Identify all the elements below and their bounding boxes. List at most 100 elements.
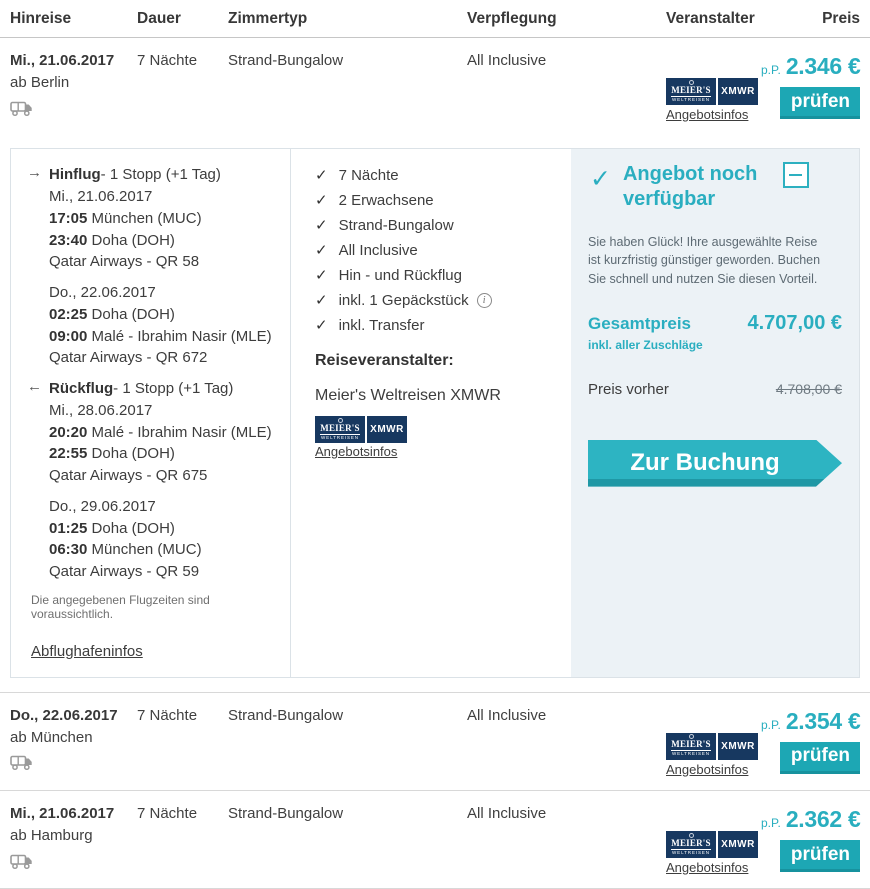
offer-row-berlin[interactable]: Mi., 21.06.2017 ab Berlin 7 Nächte Stran… <box>0 38 870 135</box>
include-item: ✓ Strand-Bungalow <box>315 216 555 235</box>
logo-line2: WELTREISEN <box>672 849 710 855</box>
column-header-zimmertyp: Zimmertyp <box>228 10 308 27</box>
left-arrow-icon: ← <box>27 378 42 395</box>
check-icon: ✓ <box>315 242 328 260</box>
zur-buchung-button[interactable]: Zur Buchung <box>588 440 842 487</box>
offer-price: 2.346 € <box>785 53 861 79</box>
departure-place: Doha (DOH) <box>91 519 175 537</box>
check-icon: ✓ <box>315 317 328 335</box>
pruefen-button[interactable]: prüfen <box>780 741 861 774</box>
logo-code: XMWR <box>718 732 758 760</box>
offer-origin: ab München <box>10 729 93 746</box>
include-label: Hin - und Rückflug <box>338 266 462 284</box>
departure-place: Doha (DOH) <box>91 305 175 323</box>
arrival-place: Doha (DOH) <box>91 231 175 249</box>
logo-line2: WELTREISEN <box>672 751 710 757</box>
include-label: All Inclusive <box>338 241 418 259</box>
offer-info-link[interactable]: Angebotsinfos <box>666 860 749 875</box>
segment-date: Do., 29.06.2017 <box>49 497 156 515</box>
offer-origin: ab Hamburg <box>10 827 93 845</box>
segment-flight-number: Qatar Airways - QR 675 <box>49 467 208 484</box>
trip-includes-column: ✓ 7 Nächte ✓ 2 Erwachsene ✓ Strand-Bungalow… <box>291 149 571 677</box>
include-item: ✓ inkl. Transfer <box>315 316 555 335</box>
meiers-weltreisen-logo: MEIER'S WELTREISEN <box>666 732 716 760</box>
include-item: ✓ 7 Nächte <box>315 166 555 185</box>
offer-duration: 7 Nächte <box>137 805 198 822</box>
offer-date: Do., 22.06.2017 <box>10 706 118 724</box>
results-table-header: Hinreise Dauer Zimmertyp Verpflegung Ver… <box>0 0 870 38</box>
segment-departure: 01:25 Doha (DOH) <box>49 518 276 540</box>
offer-info-link[interactable]: Angebotsinfos <box>666 761 749 777</box>
logo-code: XMWR <box>718 831 758 858</box>
flight-times-note: Die angegebenen Flugzeiten sind voraussi… <box>31 592 210 621</box>
collapse-button[interactable] <box>782 162 809 189</box>
total-price-sublabel: inkl. aller Zuschläge <box>588 337 703 352</box>
detail-info-link[interactable]: Angebotsinfos <box>315 444 398 460</box>
departure-place: München (MUC) <box>91 209 202 227</box>
include-item: ✓ inkl. 1 Gepäckstück i <box>315 291 555 309</box>
availability-panel: ✓ Angebot noch verfügbar Sie haben Glück… <box>571 149 859 677</box>
offer-date: Mi., 21.06.2017 <box>10 805 115 822</box>
segment-date: Do., 22.06.2017 <box>49 284 156 301</box>
offer-row-hamburg[interactable]: Mi., 21.06.2017 ab Hamburg 7 Nächte Stra… <box>0 790 870 889</box>
check-icon: ✓ <box>315 217 328 235</box>
outbound-heading: Hinflug- 1 Stopp (+1 Tag) <box>49 164 276 186</box>
airport-info-link[interactable]: Abflughafeninfos <box>31 642 143 660</box>
offer-info-link[interactable]: Angebotsinfos <box>666 107 749 122</box>
operator-name: Meier's Weltreisen XMWR <box>315 387 501 405</box>
offer-board: All Inclusive <box>467 706 547 724</box>
logo-crest-icon <box>688 832 694 838</box>
include-label: 7 Nächte <box>338 166 399 184</box>
operator-logo: MEIER'S WELTREISEN XMWR <box>666 732 761 760</box>
departure-time: 01:25 <box>49 519 88 537</box>
right-arrow-icon: → <box>27 164 42 182</box>
panel-header: ✓ Angebot noch verfügbar <box>588 162 842 212</box>
include-item: ✓ All Inclusive <box>315 241 555 260</box>
offer-board: All Inclusive <box>467 52 547 69</box>
previous-price-value: 4.708,00 € <box>775 380 842 397</box>
offer-duration: 7 Nächte <box>137 706 198 724</box>
outbound-label: Hinflug <box>49 166 101 184</box>
bus-transfer-icon <box>10 101 33 123</box>
bus-transfer-icon <box>10 755 33 777</box>
info-icon[interactable]: i <box>476 292 492 308</box>
column-header-preis: Preis <box>822 10 860 27</box>
operator-logo: MEIER'S WELTREISEN XMWR <box>315 416 555 444</box>
include-label: Strand-Bungalow <box>338 216 454 234</box>
check-icon: ✓ <box>315 167 328 185</box>
logo-line1: MEIER'S <box>671 837 711 850</box>
include-label: 2 Erwachsene <box>338 191 434 209</box>
segment-flight-number: Qatar Airways - QR 58 <box>49 253 200 271</box>
offer-date: Mi., 21.06.2017 <box>10 52 115 69</box>
offer-row-muenchen[interactable]: Do., 22.06.2017 ab München 7 Nächte Stra… <box>0 691 870 790</box>
logo-code: XMWR <box>367 416 407 444</box>
arrival-place: Malé - Ibrahim Nasir (MLE) <box>91 327 272 345</box>
logo-crest-icon <box>337 417 343 423</box>
bus-transfer-icon <box>10 854 33 876</box>
column-header-verpflegung: Verpflegung <box>467 10 557 27</box>
offer-room: Strand-Bungalow <box>228 52 344 69</box>
meiers-weltreisen-logo: MEIER'S WELTREISEN <box>315 416 365 444</box>
panel-title: Angebot noch verfügbar <box>622 163 758 211</box>
segment-arrival: 22:55 Doha (DOH) <box>49 443 276 465</box>
flight-segment: Mi., 21.06.2017 17:05 München (MUC) 23:4… <box>49 186 276 273</box>
arrival-time: 09:00 <box>49 327 88 345</box>
logo-code: XMWR <box>718 78 758 105</box>
check-icon: ✓ <box>315 292 328 310</box>
departure-time: 20:20 <box>49 423 88 441</box>
logo-line2: WELTREISEN <box>672 96 710 102</box>
offer-room: Strand-Bungalow <box>228 805 344 822</box>
segment-date: Mi., 21.06.2017 <box>49 188 153 205</box>
logo-crest-icon <box>688 79 694 85</box>
offer-origin: ab Berlin <box>10 74 70 92</box>
panel-message: Sie haben Glück! Ihre ausgewählte Reise … <box>588 235 821 286</box>
column-header-hinreise: Hinreise <box>10 10 72 27</box>
flight-segment: Do., 22.06.2017 02:25 Doha (DOH) 09:00 M… <box>49 282 276 369</box>
departure-time: 02:25 <box>49 305 88 323</box>
logo-line2: WELTREISEN <box>321 434 359 440</box>
offer-price: 2.362 € <box>785 806 861 832</box>
pruefen-button[interactable]: prüfen <box>780 840 861 873</box>
inbound-heading: Rückflug- 1 Stopp (+1 Tag) <box>49 378 276 400</box>
pruefen-button[interactable]: prüfen <box>780 87 861 120</box>
segment-departure: 17:05 München (MUC) <box>49 208 276 230</box>
